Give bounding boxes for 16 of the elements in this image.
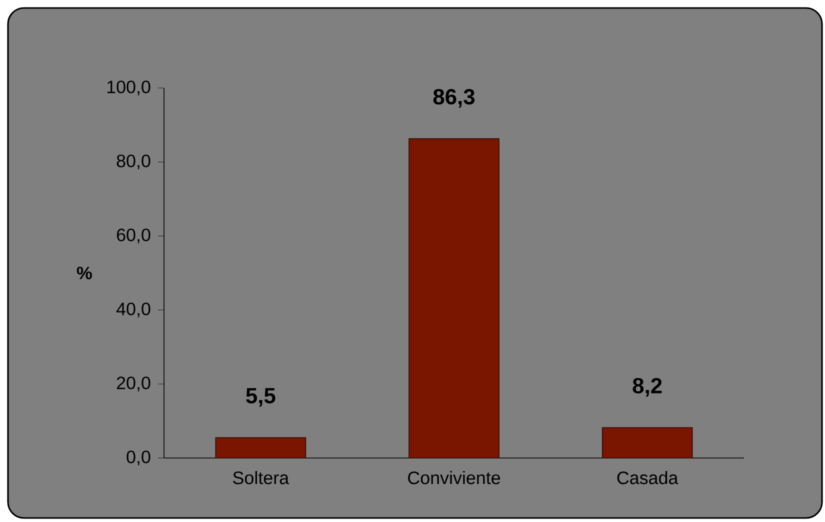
- x-tick-label: Conviviente: [408, 471, 500, 484]
- x-tick-label: Soltera: [233, 471, 290, 484]
- bar: [215, 437, 306, 458]
- bar: [408, 138, 500, 458]
- y-tick-label: 20,0: [116, 376, 150, 392]
- y-tick-label: 40,0: [116, 302, 150, 318]
- x-tick-label: Casada: [617, 471, 678, 484]
- y-tick-label: 0,0: [126, 450, 150, 466]
- data-label: 86,3: [433, 88, 475, 108]
- bar: [602, 427, 693, 458]
- data-label: 8,2: [632, 378, 662, 397]
- y-axis-title: %: [76, 266, 92, 280]
- data-label: 5,5: [246, 388, 276, 407]
- y-tick-label: 100,0: [107, 80, 150, 96]
- y-tick-label: 60,0: [116, 228, 150, 244]
- y-tick-label: 80,0: [116, 154, 150, 170]
